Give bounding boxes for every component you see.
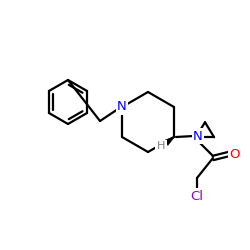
Text: N: N bbox=[193, 130, 203, 142]
Text: O: O bbox=[230, 148, 240, 160]
Polygon shape bbox=[164, 137, 174, 145]
Text: H: H bbox=[157, 141, 165, 151]
Text: Cl: Cl bbox=[190, 190, 203, 202]
Text: N: N bbox=[117, 100, 127, 114]
